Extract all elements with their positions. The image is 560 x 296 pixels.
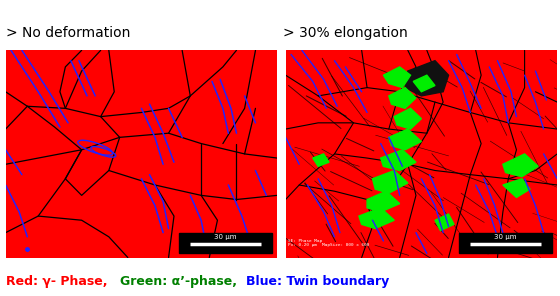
Bar [179, 233, 272, 253]
Polygon shape [381, 150, 416, 170]
Polygon shape [384, 67, 410, 88]
Text: > No deformation: > No deformation [6, 26, 130, 40]
Polygon shape [405, 61, 449, 96]
Polygon shape [503, 179, 530, 197]
Polygon shape [389, 129, 421, 150]
Bar [459, 233, 552, 253]
Polygon shape [312, 154, 329, 166]
Text: SE: Phase Map
Px: 0.20 μm  MapSize: 800 x 600: SE: Phase Map Px: 0.20 μm MapSize: 800 x… [288, 239, 370, 247]
Polygon shape [413, 75, 435, 92]
Polygon shape [394, 108, 421, 129]
Text: 30 μm: 30 μm [214, 234, 237, 240]
Text: > 30% elongation: > 30% elongation [283, 26, 408, 40]
Polygon shape [367, 191, 400, 212]
Polygon shape [435, 214, 454, 231]
Polygon shape [359, 208, 394, 229]
Text: Red: γ- Phase,: Red: γ- Phase, [6, 275, 116, 288]
Polygon shape [389, 88, 416, 108]
Text: Green: α’-phase,: Green: α’-phase, [120, 275, 246, 288]
Polygon shape [503, 154, 538, 177]
Polygon shape [372, 170, 408, 193]
Text: Blue: Twin boundary: Blue: Twin boundary [246, 275, 390, 288]
Text: 30 μm: 30 μm [494, 234, 517, 240]
